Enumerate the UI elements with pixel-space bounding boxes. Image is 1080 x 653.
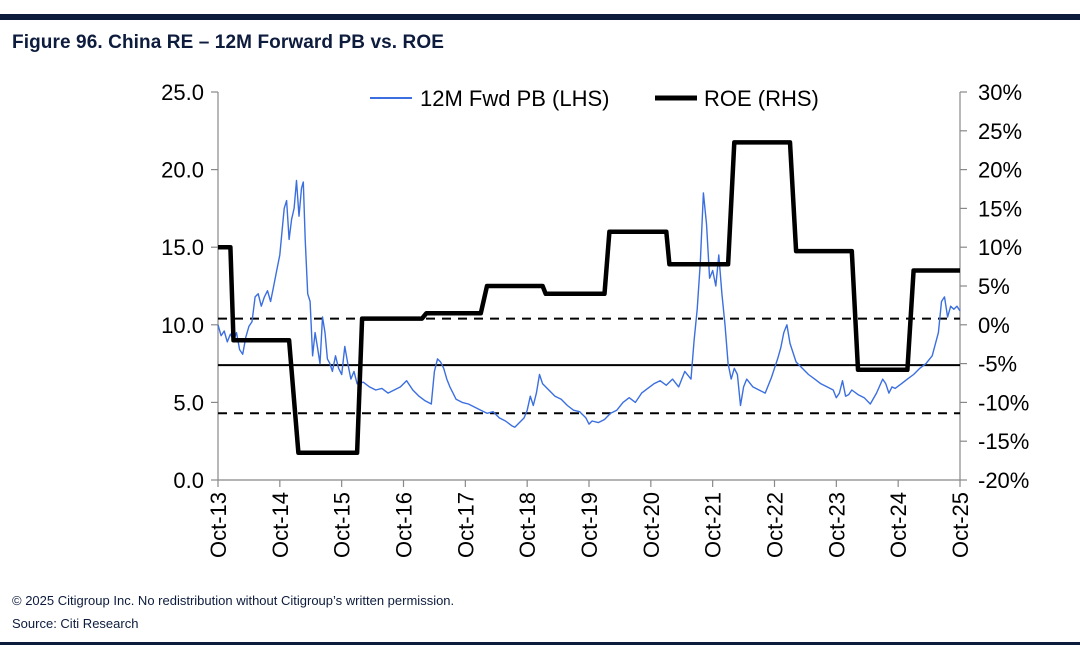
left-tick-label: 5.0	[173, 390, 204, 415]
right-tick-label: -20%	[978, 468, 1029, 493]
bottom-rule	[0, 642, 1080, 645]
x-tick-label: Oct-17	[453, 492, 478, 558]
legend-pb-label: 12M Fwd PB (LHS)	[420, 86, 610, 111]
right-tick-label: -10%	[978, 390, 1029, 415]
left-tick-label: 10.0	[161, 313, 204, 338]
figure-title: Figure 96. China RE – 12M Forward PB vs.…	[12, 32, 445, 53]
x-tick-label: Oct-22	[763, 492, 788, 558]
right-tick-label: 0%	[978, 313, 1010, 338]
source-note: Source: Citi Research	[12, 616, 139, 631]
x-tick-label: Oct-15	[330, 492, 355, 558]
pb-series-line	[217, 179, 961, 428]
left-tick-label: 15.0	[161, 235, 204, 260]
x-tick-label: Oct-25	[948, 492, 973, 558]
right-tick-label: 10%	[978, 235, 1022, 260]
left-tick-label: 25.0	[161, 80, 204, 105]
legend-roe-label: ROE (RHS)	[704, 86, 819, 111]
x-tick-label: Oct-13	[206, 492, 231, 558]
x-tick-label: Oct-16	[392, 492, 417, 558]
roe-series-line	[218, 140, 960, 456]
left-tick-label: 0.0	[173, 468, 204, 493]
x-tick-label: Oct-21	[701, 492, 726, 558]
right-tick-label: 15%	[978, 196, 1022, 221]
x-tick-label: Oct-20	[639, 492, 664, 558]
x-tick-label: Oct-19	[577, 492, 602, 558]
x-tick-label: Oct-14	[268, 492, 293, 558]
copyright-note: © 2025 Citigroup Inc. No redistribution …	[12, 593, 455, 608]
right-tick-label: 25%	[978, 119, 1022, 144]
right-tick-label: 5%	[978, 274, 1010, 299]
right-tick-label: -15%	[978, 429, 1029, 454]
right-tick-label: 30%	[978, 80, 1022, 105]
x-tick-label: Oct-23	[824, 492, 849, 558]
x-tick-label: Oct-18	[515, 492, 540, 558]
left-tick-label: 20.0	[161, 158, 204, 183]
top-rule	[0, 14, 1080, 20]
pb-roe-chart: 0.0 5.0 10.0 15.0 20.0 25.0 -20% -15% -10% -5% 0% 5…	[161, 80, 1029, 558]
x-tick-label: Oct-24	[886, 492, 911, 558]
right-tick-label: -5%	[978, 352, 1017, 377]
right-tick-label: 20%	[978, 158, 1022, 183]
